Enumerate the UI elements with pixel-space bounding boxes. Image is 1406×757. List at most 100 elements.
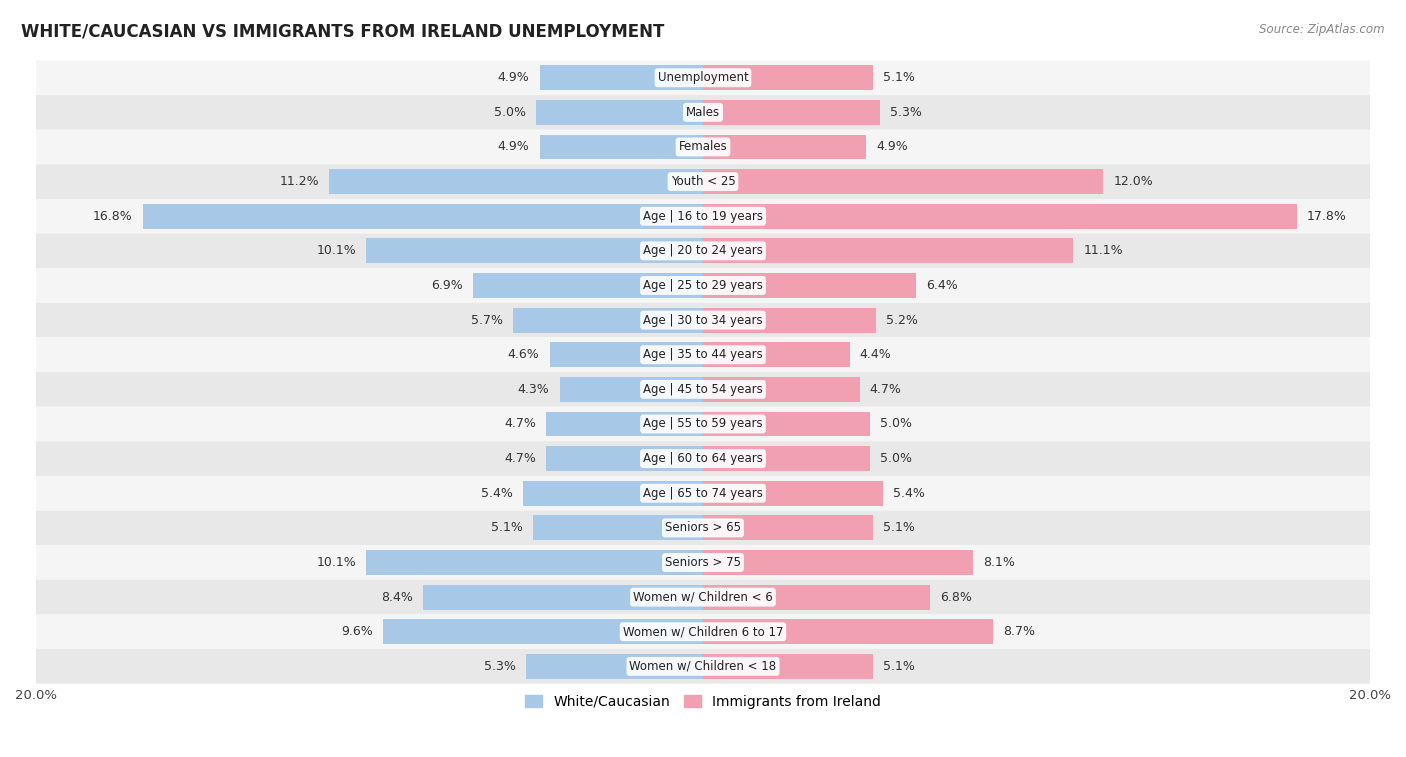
Text: 5.7%: 5.7% xyxy=(471,313,503,326)
Bar xyxy=(703,481,883,506)
Bar xyxy=(703,169,1104,194)
Bar xyxy=(540,135,703,160)
Bar xyxy=(423,584,703,609)
Bar xyxy=(703,516,873,540)
Text: 5.3%: 5.3% xyxy=(484,660,516,673)
Text: 5.1%: 5.1% xyxy=(491,522,523,534)
Bar xyxy=(366,550,703,575)
Text: 17.8%: 17.8% xyxy=(1306,210,1347,223)
Text: 16.8%: 16.8% xyxy=(93,210,132,223)
Text: 5.4%: 5.4% xyxy=(481,487,513,500)
Bar xyxy=(703,65,873,90)
Text: Age | 20 to 24 years: Age | 20 to 24 years xyxy=(643,245,763,257)
Bar xyxy=(703,135,866,160)
Text: 4.9%: 4.9% xyxy=(498,71,530,84)
FancyBboxPatch shape xyxy=(37,129,1369,164)
Text: 4.7%: 4.7% xyxy=(505,418,536,431)
Bar xyxy=(547,446,703,471)
Text: 11.2%: 11.2% xyxy=(280,175,319,188)
Text: 4.6%: 4.6% xyxy=(508,348,540,361)
Text: 4.7%: 4.7% xyxy=(505,452,536,465)
Bar xyxy=(703,377,859,402)
Text: 5.2%: 5.2% xyxy=(886,313,918,326)
Bar xyxy=(703,619,993,644)
FancyBboxPatch shape xyxy=(37,407,1369,441)
Text: 4.9%: 4.9% xyxy=(876,141,908,154)
Text: Source: ZipAtlas.com: Source: ZipAtlas.com xyxy=(1260,23,1385,36)
Text: 10.1%: 10.1% xyxy=(316,245,356,257)
Bar xyxy=(533,516,703,540)
Bar xyxy=(703,342,849,367)
FancyBboxPatch shape xyxy=(37,476,1369,510)
FancyBboxPatch shape xyxy=(37,234,1369,268)
Text: 5.1%: 5.1% xyxy=(883,71,915,84)
Text: 4.3%: 4.3% xyxy=(517,383,550,396)
Bar xyxy=(382,619,703,644)
FancyBboxPatch shape xyxy=(37,95,1369,129)
Text: Seniors > 65: Seniors > 65 xyxy=(665,522,741,534)
Bar xyxy=(703,412,870,437)
Text: 12.0%: 12.0% xyxy=(1114,175,1153,188)
Text: 8.1%: 8.1% xyxy=(983,556,1015,569)
Text: Females: Females xyxy=(679,141,727,154)
FancyBboxPatch shape xyxy=(37,164,1369,199)
Text: 6.4%: 6.4% xyxy=(927,279,959,292)
FancyBboxPatch shape xyxy=(37,545,1369,580)
FancyBboxPatch shape xyxy=(37,580,1369,615)
Bar xyxy=(703,584,929,609)
Bar xyxy=(540,65,703,90)
Bar xyxy=(366,238,703,263)
Bar xyxy=(703,100,880,125)
Text: Age | 30 to 34 years: Age | 30 to 34 years xyxy=(643,313,763,326)
FancyBboxPatch shape xyxy=(37,338,1369,372)
Text: Women w/ Children < 18: Women w/ Children < 18 xyxy=(630,660,776,673)
Bar xyxy=(703,446,870,471)
Bar xyxy=(703,204,1296,229)
Text: Age | 25 to 29 years: Age | 25 to 29 years xyxy=(643,279,763,292)
Bar xyxy=(550,342,703,367)
Text: 10.1%: 10.1% xyxy=(316,556,356,569)
Bar xyxy=(703,307,876,332)
Text: 5.0%: 5.0% xyxy=(880,452,911,465)
Text: Unemployment: Unemployment xyxy=(658,71,748,84)
Text: Age | 65 to 74 years: Age | 65 to 74 years xyxy=(643,487,763,500)
Text: Age | 60 to 64 years: Age | 60 to 64 years xyxy=(643,452,763,465)
Text: 5.1%: 5.1% xyxy=(883,660,915,673)
Legend: White/Caucasian, Immigrants from Ireland: White/Caucasian, Immigrants from Ireland xyxy=(520,689,886,714)
Text: 5.1%: 5.1% xyxy=(883,522,915,534)
Text: Males: Males xyxy=(686,106,720,119)
Bar xyxy=(523,481,703,506)
FancyBboxPatch shape xyxy=(37,615,1369,649)
Text: Age | 45 to 54 years: Age | 45 to 54 years xyxy=(643,383,763,396)
Bar xyxy=(513,307,703,332)
Text: 8.7%: 8.7% xyxy=(1002,625,1035,638)
FancyBboxPatch shape xyxy=(37,303,1369,338)
Text: 9.6%: 9.6% xyxy=(342,625,373,638)
Text: 8.4%: 8.4% xyxy=(381,590,413,603)
Bar xyxy=(703,654,873,679)
Bar xyxy=(547,412,703,437)
Bar xyxy=(143,204,703,229)
Bar xyxy=(536,100,703,125)
Text: 6.8%: 6.8% xyxy=(939,590,972,603)
Text: Age | 16 to 19 years: Age | 16 to 19 years xyxy=(643,210,763,223)
Text: 11.1%: 11.1% xyxy=(1083,245,1123,257)
Bar xyxy=(472,273,703,298)
Text: Youth < 25: Youth < 25 xyxy=(671,175,735,188)
FancyBboxPatch shape xyxy=(37,441,1369,476)
FancyBboxPatch shape xyxy=(37,372,1369,407)
FancyBboxPatch shape xyxy=(37,199,1369,234)
Bar xyxy=(560,377,703,402)
FancyBboxPatch shape xyxy=(37,649,1369,684)
Bar xyxy=(703,273,917,298)
Text: 4.4%: 4.4% xyxy=(859,348,891,361)
FancyBboxPatch shape xyxy=(37,510,1369,545)
Text: 5.0%: 5.0% xyxy=(495,106,526,119)
Text: Age | 55 to 59 years: Age | 55 to 59 years xyxy=(643,418,763,431)
FancyBboxPatch shape xyxy=(37,268,1369,303)
FancyBboxPatch shape xyxy=(37,61,1369,95)
Text: 4.7%: 4.7% xyxy=(870,383,901,396)
Text: 5.4%: 5.4% xyxy=(893,487,925,500)
Text: Women w/ Children 6 to 17: Women w/ Children 6 to 17 xyxy=(623,625,783,638)
Text: 5.0%: 5.0% xyxy=(880,418,911,431)
